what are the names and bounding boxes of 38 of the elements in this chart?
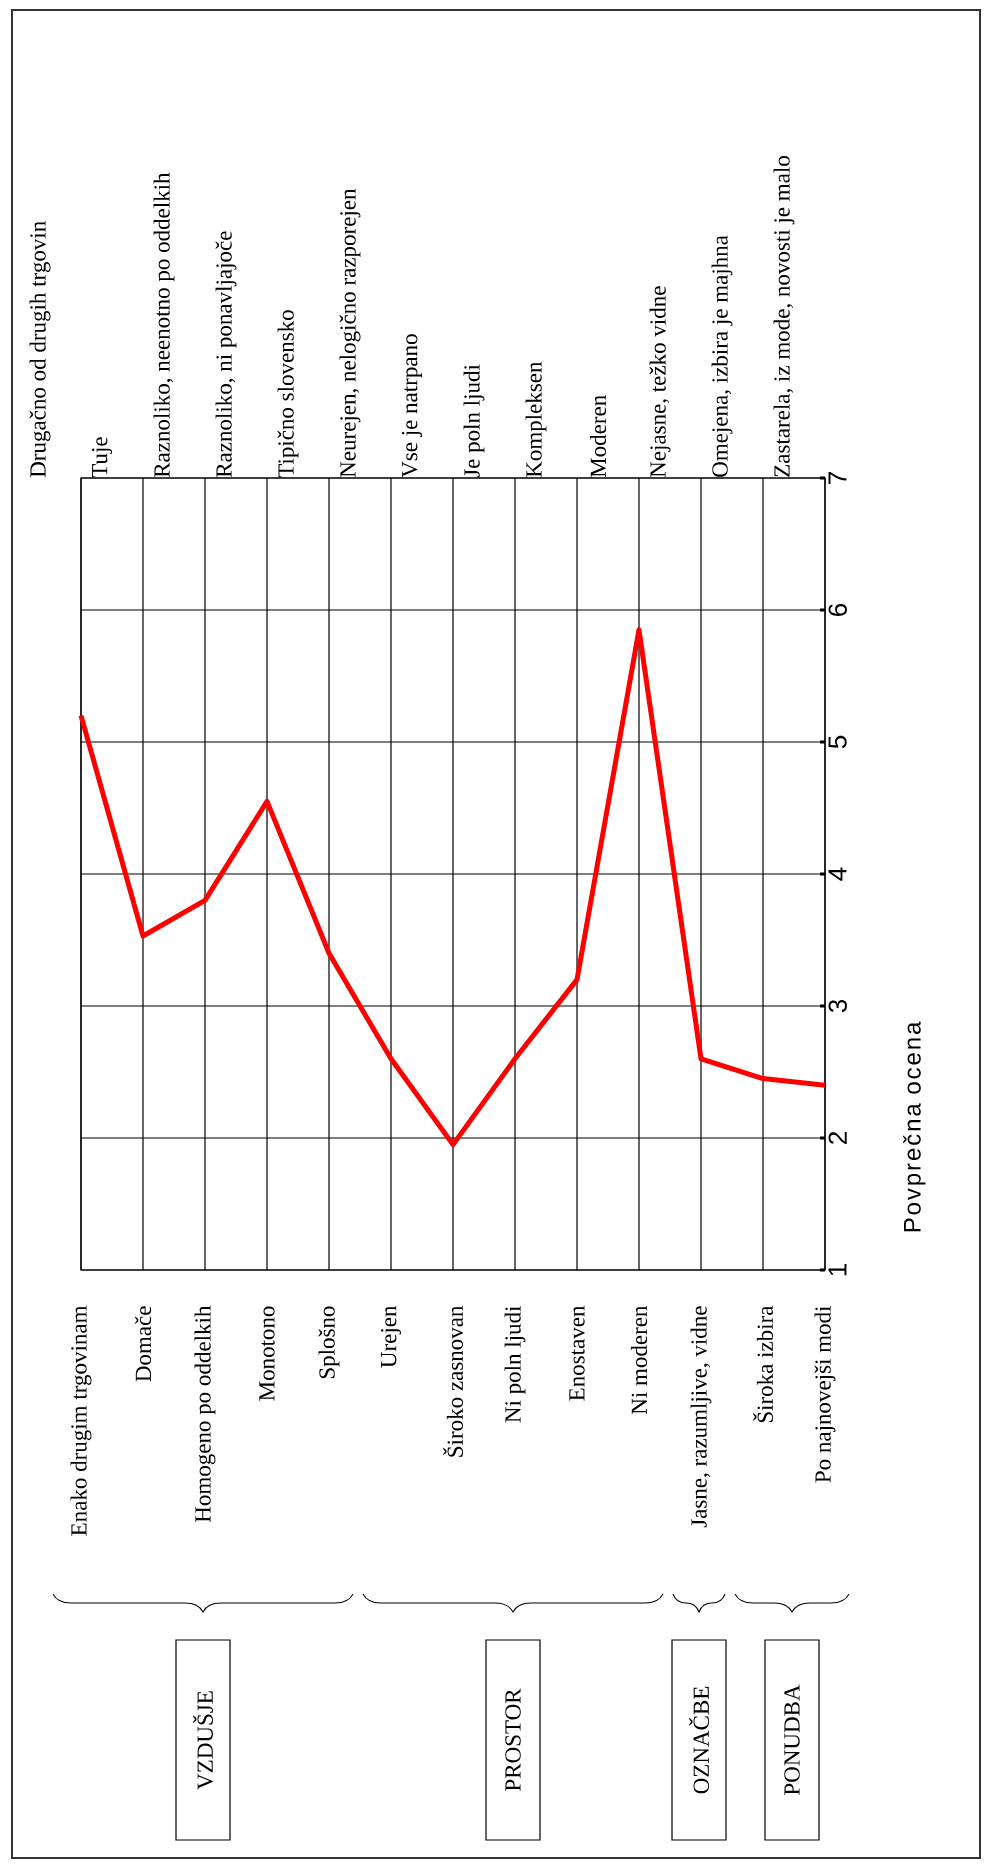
text: Zastarela, iz mode, novosti je malo — [773, 156, 795, 477]
text: PROSTOR — [505, 1688, 521, 1791]
y-axis-title: Povprečna ocena — [903, 1021, 926, 1232]
y-tick-label: 7 — [828, 472, 847, 484]
x-tick-label: Splošno — [318, 1306, 340, 1379]
text: Tuje — [91, 437, 113, 478]
y-tick-label: 2 — [828, 1132, 847, 1144]
x-tick-label: Široko zasnovan — [443, 1305, 463, 1457]
x-tick-label: Ni poln ljudi — [504, 1305, 526, 1423]
x-tick-label: Jasne, razumljive, vidne — [690, 1306, 712, 1528]
text: Drugačno od drugih trgovin — [29, 221, 51, 478]
x-tick-label: Urejen — [380, 1305, 402, 1368]
y-tick-label: 4 — [828, 867, 847, 881]
text: VZDUŠJE — [192, 1691, 214, 1790]
text: Vse je natrpano — [401, 334, 423, 478]
text: Nejasne, težko vidne — [649, 286, 671, 478]
text: Tipično slovensko — [277, 310, 299, 478]
x-tick-label: Po najnovejši modi — [814, 1305, 836, 1483]
y-tick-label: 5 — [828, 735, 847, 749]
text: Omejena, izbira je majhna — [711, 235, 733, 477]
x-tick-label: Ni moderen — [630, 1305, 648, 1415]
x-tick-label: Homogeno po oddelkih — [194, 1305, 216, 1523]
text: Kompleksen — [525, 361, 547, 478]
x-tick-label: Monotono — [259, 1306, 275, 1401]
text: Je poln ljudi — [463, 364, 485, 478]
text: OZNAČBE — [689, 1686, 709, 1794]
x-tick-label: Enako drugim trgovinam — [70, 1305, 92, 1536]
text: Raznoliko, ni ponavljajoče — [215, 231, 237, 478]
x-tick-label: Domače — [134, 1306, 152, 1382]
y-tick-label: 1 — [828, 1264, 847, 1276]
x-tick-label: Enostaven — [569, 1305, 585, 1401]
y-tick-label: 3 — [828, 999, 847, 1013]
text: Moderen — [589, 395, 607, 478]
text: Raznoliko, neenotno po oddelkih — [153, 172, 175, 478]
text: Neurejen, nelogično razporejen — [339, 188, 361, 478]
x-tick-label: Široka izbira — [753, 1305, 773, 1423]
y-tick-label: 6 — [828, 603, 847, 616]
text: PONUDBA — [784, 1684, 800, 1795]
